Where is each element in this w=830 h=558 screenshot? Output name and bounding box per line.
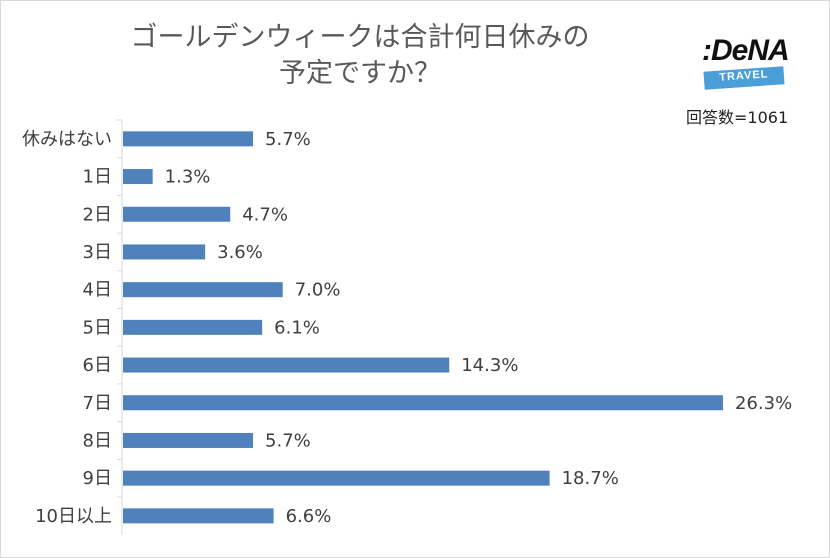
- category-label: 2日: [83, 204, 112, 225]
- category-label: 1日: [83, 167, 112, 188]
- bar: [123, 319, 263, 335]
- category-label: 休みはない: [22, 129, 112, 150]
- chart-title-line-2: 予定ですか？: [279, 58, 441, 89]
- category-label: 5日: [83, 317, 112, 338]
- bar: [123, 282, 283, 298]
- data-label: 6.6%: [286, 506, 332, 527]
- bar: [123, 357, 450, 373]
- bar: [123, 395, 723, 411]
- respondent-count: 回答数=1061: [686, 108, 789, 127]
- bar: [123, 470, 550, 486]
- category-label: 10日以上: [35, 506, 112, 527]
- bar: [123, 244, 206, 260]
- bar: [123, 508, 274, 524]
- chart-title: ゴールデンウィークは合計何日休みの 予定ですか？: [120, 20, 600, 92]
- logo-main-text: :DeNA: [702, 34, 790, 67]
- data-label: 6.1%: [274, 317, 320, 338]
- category-label: 6日: [83, 355, 112, 376]
- data-label: 1.3%: [165, 167, 211, 188]
- data-label: 5.7%: [265, 430, 311, 451]
- dena-travel-logo: :DeNA TRAVEL: [702, 34, 790, 94]
- bar: [123, 206, 231, 222]
- bar: [123, 432, 254, 448]
- chart-title-line-1: ゴールデンウィークは合計何日休みの: [130, 22, 590, 53]
- category-label: 4日: [83, 280, 112, 301]
- data-label: 7.0%: [295, 280, 341, 301]
- category-label: 9日: [83, 468, 112, 489]
- data-label: 3.6%: [217, 242, 263, 263]
- data-label: 18.7%: [562, 468, 619, 489]
- category-label: 7日: [83, 393, 112, 414]
- data-label: 26.3%: [735, 393, 792, 414]
- data-label: 4.7%: [242, 204, 288, 225]
- bar: [123, 169, 153, 185]
- data-label: 5.7%: [265, 129, 311, 150]
- bar: [123, 131, 254, 147]
- category-label: 8日: [83, 430, 112, 451]
- category-label: 3日: [83, 242, 112, 263]
- data-label: 14.3%: [461, 355, 518, 376]
